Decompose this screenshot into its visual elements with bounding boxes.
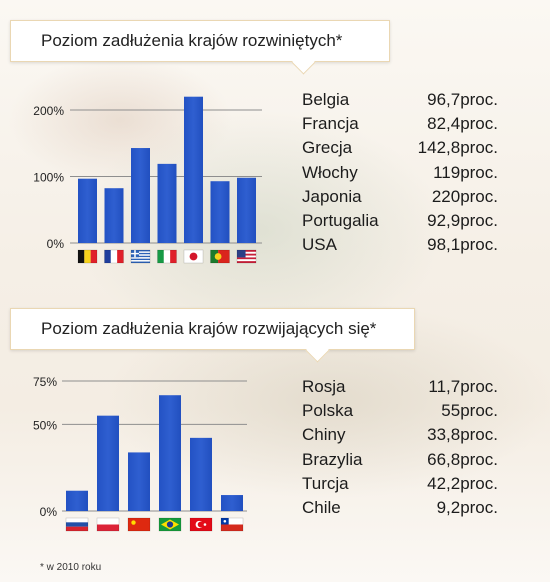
country-name: Francja bbox=[302, 114, 359, 134]
china-flag bbox=[127, 517, 151, 532]
y-tick-label: 0% bbox=[40, 505, 58, 519]
bar bbox=[237, 177, 256, 243]
table-row: Chile 9,2proc. bbox=[302, 498, 498, 522]
bar bbox=[97, 415, 119, 511]
chart2-title-bubble: Poziom zadłużenia krajów rozwijających s… bbox=[10, 308, 415, 363]
greece-flag bbox=[130, 249, 151, 264]
bar bbox=[104, 188, 124, 243]
chile-flag bbox=[220, 517, 244, 532]
country-name: USA bbox=[302, 235, 337, 255]
debt-value: 119proc. bbox=[433, 162, 498, 182]
belgium-flag bbox=[77, 249, 98, 264]
chart1-title: Poziom zadłużenia krajów rozwiniętych* bbox=[41, 31, 343, 50]
bar bbox=[210, 181, 230, 243]
usa-flag bbox=[236, 249, 257, 264]
table-row: Chiny 33,8proc. bbox=[302, 425, 498, 449]
bar bbox=[190, 437, 212, 511]
japan-flag bbox=[183, 249, 204, 264]
italy-flag bbox=[157, 249, 177, 264]
table-row: Rosja 11,7proc. bbox=[302, 377, 498, 401]
debt-value: 82,4proc. bbox=[427, 114, 498, 134]
footnote: * w 2010 roku bbox=[40, 562, 102, 573]
debt-value: 9,2proc. bbox=[436, 498, 498, 517]
bar bbox=[66, 490, 88, 511]
table-row: Portugalia 92,9proc. bbox=[302, 211, 498, 235]
y-tick-label: 0% bbox=[47, 237, 65, 251]
bar bbox=[78, 178, 97, 243]
country-name: Turcja bbox=[302, 473, 349, 493]
country-name: Portugalia bbox=[302, 211, 379, 230]
debt-value: 220proc. bbox=[431, 186, 498, 206]
debt-value: 55proc. bbox=[441, 401, 498, 421]
table-row: Włochy 119proc. bbox=[302, 163, 498, 187]
y-tick-label: 75% bbox=[33, 375, 57, 389]
poland-flag bbox=[96, 517, 120, 532]
portugal-flag bbox=[210, 249, 230, 264]
debt-value: 66,8proc. bbox=[427, 449, 498, 469]
debt-value: 92,9proc. bbox=[427, 211, 498, 230]
debt-value: 98,1proc. bbox=[427, 235, 498, 255]
country-name: Chiny bbox=[302, 425, 346, 445]
debt-value: 96,7proc. bbox=[427, 90, 498, 109]
country-name: Rosja bbox=[302, 377, 346, 396]
chart2-title: Poziom zadłużenia krajów rozwijających s… bbox=[41, 319, 377, 338]
chart1-values-table: Belgia 96,7proc. Francja 82,4proc. Grecja 142… bbox=[302, 90, 498, 260]
russia-flag bbox=[65, 517, 89, 532]
table-row: USA 98,1proc. bbox=[302, 235, 498, 259]
chart2-values-table: Rosja 11,7proc. Polska 55proc. Chiny 33,8proc… bbox=[302, 377, 498, 527]
debt-value: 42,2proc. bbox=[427, 473, 498, 493]
country-name: Belgia bbox=[302, 90, 350, 109]
chart1-title-bubble: Poziom zadłużenia krajów rozwiniętych* bbox=[10, 20, 390, 75]
bar bbox=[128, 452, 150, 511]
table-row: Polska 55proc. bbox=[302, 401, 498, 425]
table-row: Brazylia 66,8proc. bbox=[302, 450, 498, 474]
country-name: Chile bbox=[302, 498, 341, 517]
country-name: Japonia bbox=[302, 186, 362, 206]
table-row: Turcja 42,2proc. bbox=[302, 474, 498, 498]
table-row: Japonia 220proc. bbox=[302, 187, 498, 211]
debt-value: 142,8proc. bbox=[417, 138, 498, 158]
bar bbox=[131, 148, 150, 243]
bar bbox=[157, 163, 177, 243]
country-name: Polska bbox=[302, 401, 354, 421]
debt-value: 33,8proc. bbox=[427, 425, 498, 445]
bar bbox=[159, 395, 181, 511]
country-name: Brazylia bbox=[302, 449, 363, 469]
turkey-flag bbox=[189, 517, 213, 532]
france-flag bbox=[104, 249, 124, 264]
table-row: Belgia 96,7proc. bbox=[302, 90, 498, 114]
brazil-flag bbox=[158, 517, 182, 532]
bar bbox=[184, 96, 203, 243]
table-row: Grecja 142,8proc. bbox=[302, 138, 498, 162]
y-tick-label: 200% bbox=[33, 104, 64, 118]
country-name: Grecja bbox=[302, 138, 353, 158]
y-tick-label: 100% bbox=[33, 171, 64, 185]
country-name: Włochy bbox=[302, 162, 358, 182]
y-tick-label: 50% bbox=[33, 418, 57, 432]
debt-value: 11,7proc. bbox=[428, 377, 498, 396]
bar bbox=[221, 495, 243, 511]
table-row: Francja 82,4proc. bbox=[302, 114, 498, 138]
